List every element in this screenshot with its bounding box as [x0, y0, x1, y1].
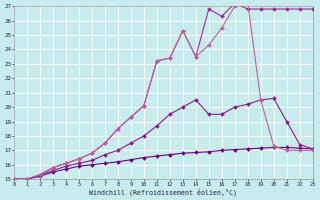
X-axis label: Windchill (Refroidissement éolien,°C): Windchill (Refroidissement éolien,°C) [89, 188, 237, 196]
